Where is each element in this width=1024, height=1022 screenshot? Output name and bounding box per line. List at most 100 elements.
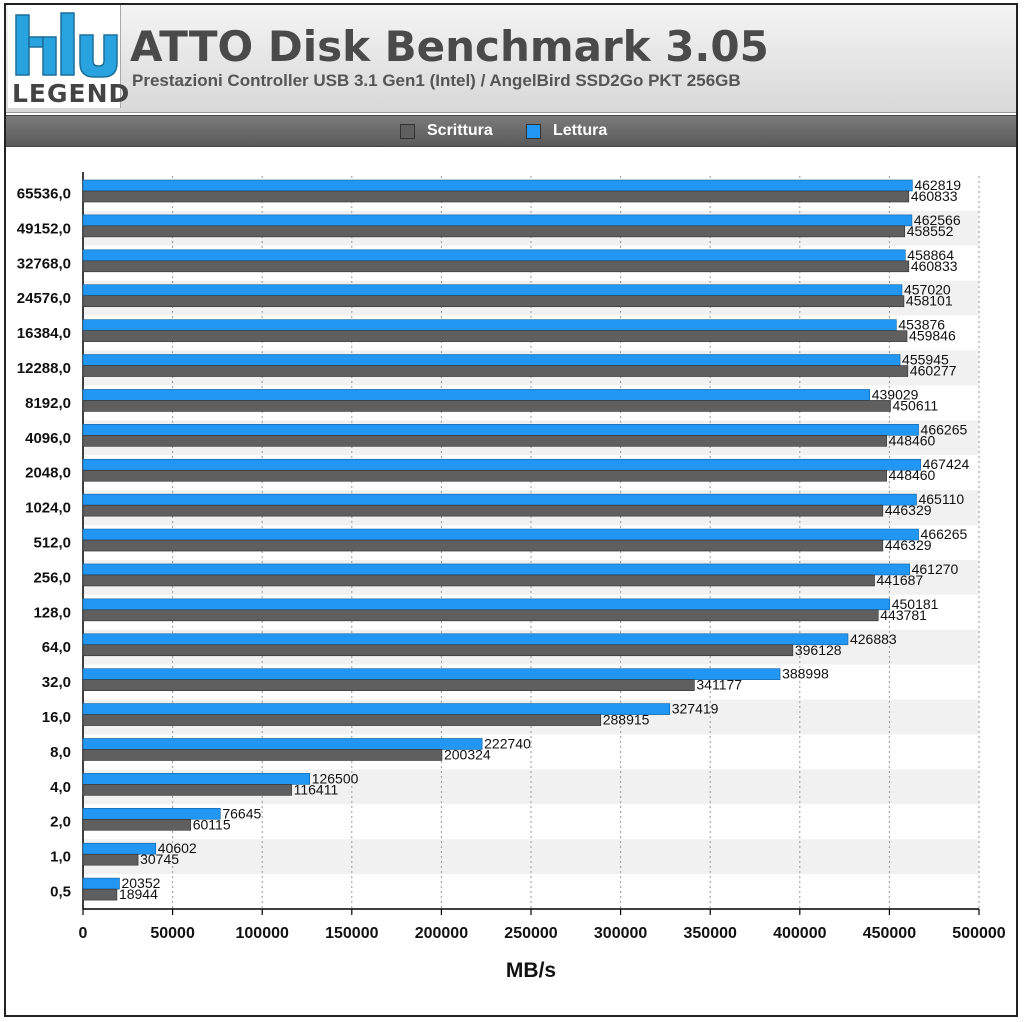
category-label: 64,0	[42, 639, 71, 656]
logo-text: LEGEND	[12, 79, 131, 108]
category-label: 16,0	[42, 709, 71, 726]
x-tick-label: 200000	[415, 925, 468, 942]
data-label-scrittura: 116411	[294, 781, 339, 797]
data-label-lettura: 126500	[312, 770, 359, 786]
bar-lettura	[82, 389, 871, 401]
bar-scrittura	[82, 295, 905, 308]
category-label: 12288,0	[17, 360, 71, 377]
category-label: 32768,0	[17, 255, 71, 272]
x-tick-label: 0	[79, 925, 88, 942]
bar-lettura	[82, 563, 910, 576]
data-label-scrittura: 60115	[193, 816, 231, 832]
category-label: 2,0	[50, 814, 71, 831]
data-label-lettura: 76645	[222, 805, 261, 821]
data-label-lettura: 450181	[892, 596, 939, 612]
category-label: 0,5	[50, 884, 71, 901]
bar-scrittura	[82, 469, 887, 482]
data-label-lettura: 453876	[898, 317, 945, 333]
bar-lettura	[82, 284, 903, 297]
category-label: 49152,0	[17, 220, 71, 237]
bar-scrittura	[82, 539, 884, 552]
legend-swatch-scrittura	[400, 123, 415, 139]
legend-label-scrittura: Scrittura	[427, 122, 493, 139]
page-subtitle: Prestazioni Controller USB 3.1 Gen1 (Int…	[132, 71, 741, 90]
data-label-lettura: 327419	[672, 701, 719, 717]
bar-scrittura	[82, 609, 879, 622]
data-label-scrittura: 460833	[911, 188, 958, 204]
data-label-lettura: 465110	[918, 491, 964, 507]
bar-lettura	[82, 633, 849, 646]
data-label-scrittura: 443781	[880, 607, 927, 623]
category-label: 1,0	[50, 849, 71, 866]
data-label-scrittura: 18944	[119, 886, 158, 902]
x-tick-label: 150000	[325, 925, 378, 942]
bar-lettura	[82, 738, 483, 750]
data-label-lettura: 461270	[912, 561, 959, 577]
category-label: 65536,0	[17, 185, 71, 202]
data-label-lettura: 457020	[904, 282, 951, 298]
category-label: 8192,0	[25, 395, 71, 412]
legend-item-scrittura: Scrittura	[400, 122, 493, 140]
x-axis-title: MB/s	[506, 959, 556, 982]
bar-scrittura	[82, 504, 884, 517]
data-label-scrittura: 458552	[907, 223, 954, 239]
bar-lettura	[82, 528, 919, 541]
bar-scrittura	[82, 853, 139, 866]
bar-scrittura	[82, 400, 891, 412]
data-label-scrittura: 448460	[889, 432, 936, 448]
x-tick-label: 450000	[863, 925, 916, 942]
bar-scrittura	[82, 365, 909, 377]
data-label-lettura: 439029	[872, 386, 919, 402]
bar-lettura	[82, 458, 921, 471]
category-label: 1024,0	[25, 500, 71, 517]
data-label-lettura: 462566	[914, 212, 961, 228]
category-label: 32,0	[42, 674, 71, 691]
bar-scrittura	[82, 679, 695, 691]
category-label: 512,0	[33, 535, 71, 552]
category-label: 16384,0	[17, 325, 71, 342]
bar-lettura	[82, 773, 310, 785]
data-label-scrittura: 448460	[889, 467, 936, 483]
x-tick-label: 100000	[236, 925, 289, 942]
bar-scrittura	[82, 749, 443, 761]
legend-item-lettura: Lettura	[526, 122, 607, 140]
bar-lettura	[82, 668, 781, 680]
x-tick-label: 400000	[773, 925, 826, 942]
data-label-lettura: 458864	[907, 247, 954, 263]
category-label: 256,0	[33, 569, 71, 586]
data-label-lettura: 467424	[923, 456, 970, 472]
bar-lettura	[82, 214, 913, 227]
bar-scrittura	[82, 190, 910, 203]
bar-lettura	[82, 179, 913, 192]
data-label-lettura: 466265	[921, 421, 968, 437]
bar-scrittura	[82, 260, 910, 273]
data-label-scrittura: 458101	[906, 293, 953, 309]
data-label-lettura: 466265	[921, 526, 968, 542]
data-label-scrittura: 441687	[877, 572, 924, 588]
bar-scrittura	[82, 330, 908, 342]
bar-scrittura	[82, 435, 887, 447]
legend-label-lettura: Lettura	[553, 122, 608, 139]
data-label-scrittura: 450611	[892, 397, 938, 413]
x-tick-label: 50000	[150, 925, 195, 942]
x-tick-label: 350000	[684, 925, 737, 942]
category-label: 24576,0	[17, 290, 71, 307]
bar-lettura	[82, 249, 906, 262]
legend-swatch-lettura	[526, 123, 541, 139]
category-label: 8,0	[50, 744, 71, 761]
data-label-scrittura: 288915	[603, 712, 650, 728]
data-label-lettura: 20352	[121, 875, 160, 891]
category-label: 4096,0	[25, 430, 71, 447]
bar-lettura	[82, 493, 917, 506]
chart-header: LEGEND ATTO Disk Benchmark 3.05 Prestazi…	[6, 5, 1016, 113]
x-tick-label: 500000	[952, 925, 1005, 942]
bar-scrittura	[82, 818, 192, 831]
x-tick-label: 300000	[594, 925, 647, 942]
data-label-lettura: 40602	[158, 840, 197, 856]
data-label-scrittura: 459846	[909, 328, 956, 344]
chart-legend: Scrittura Lettura	[6, 115, 1016, 147]
bar-scrittura	[82, 784, 292, 796]
data-label-scrittura: 396128	[795, 642, 842, 658]
bar-scrittura	[82, 225, 906, 238]
bar-lettura	[82, 877, 120, 890]
